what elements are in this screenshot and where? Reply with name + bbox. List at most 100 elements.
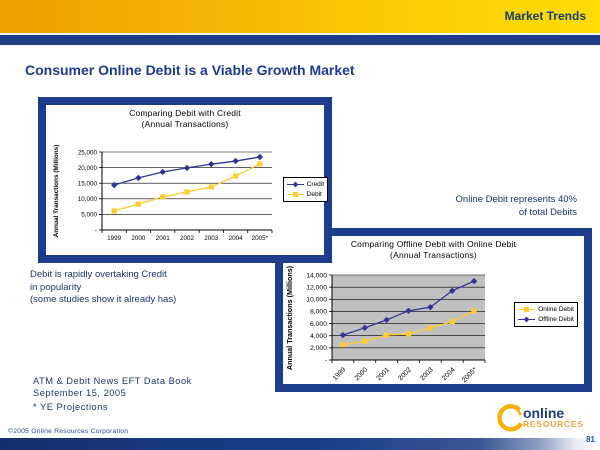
- y-tick-label: 2,000: [310, 345, 327, 352]
- footer-bar: [0, 438, 600, 450]
- square-marker-icon: [286, 191, 304, 198]
- chart-offline-vs-online-debit: - 2,000 4,000 6,000 8,000 10,000 12,000 14,000 1…: [275, 228, 592, 392]
- diamond-marker-icon: [518, 316, 536, 323]
- x-tick-label: 2003: [419, 366, 435, 382]
- logo-swirl-icon: [497, 404, 523, 432]
- x-tick-label: 2004: [441, 366, 457, 382]
- legend-label: Offline Debit: [538, 316, 574, 323]
- data-point-diamond: [232, 157, 239, 165]
- legend-entry: Credit: [286, 181, 324, 188]
- legend-entry: Online Debit: [518, 306, 574, 313]
- x-tick-label: 2000: [131, 235, 146, 242]
- y-tick-label: 15,000: [78, 181, 98, 188]
- x-tick-label: 1999: [107, 235, 122, 242]
- copyright-text: ©2005 Online Resources Corporation: [8, 428, 129, 435]
- data-point-diamond: [361, 324, 368, 332]
- page-number: 81: [586, 435, 595, 444]
- chart2-title: Comparing Offline Debit with Online Debi…: [350, 239, 517, 249]
- data-source-note: ATM & Debit News EFT Data Book September…: [33, 375, 192, 399]
- data-point-square: [111, 208, 117, 214]
- chart1-canvas: - 5,000 10,000 15,000 20,000 25,000 1999 2000 20…: [46, 105, 328, 255]
- ye-projections-footnote: * YE Projections: [33, 402, 109, 412]
- y-axis-title: Annual Transactions (Millions): [285, 265, 294, 370]
- y-tick-label: 20,000: [78, 165, 98, 172]
- data-point-diamond: [470, 277, 478, 285]
- data-point-diamond: [159, 168, 166, 176]
- y-tick-label: 6,000: [310, 321, 327, 328]
- data-point-diamond: [110, 181, 118, 189]
- data-point-square: [405, 331, 412, 337]
- chart2-canvas: - 2,000 4,000 6,000 8,000 10,000 12,000 14,000 1…: [283, 236, 584, 384]
- note-line: of total Debits: [518, 207, 577, 218]
- chart1-title: Comparing Debit with Credit: [129, 108, 241, 118]
- x-tick-label: 2004: [229, 235, 244, 242]
- y-tick-label: 8,000: [310, 309, 327, 316]
- data-point-square: [257, 161, 263, 167]
- data-point-diamond: [135, 174, 142, 182]
- x-tick-label: 2005*: [461, 366, 479, 384]
- data-point-square: [208, 184, 214, 190]
- y-tick-label: 12,000: [306, 284, 327, 291]
- logo-subtext: RESOURCES: [522, 419, 584, 429]
- header-bar: Market Trends: [0, 0, 600, 33]
- data-point-square: [471, 308, 477, 314]
- data-point-square: [184, 189, 190, 195]
- data-point-diamond: [449, 287, 456, 294]
- data-point-square: [135, 201, 142, 207]
- source-line: ATM & Debit News EFT Data Book: [33, 376, 192, 386]
- y-axis-title: Annual Transactions (Millions): [53, 145, 60, 238]
- legend-label: Credit: [306, 181, 324, 188]
- logo-text: online RESOURCES: [522, 405, 584, 429]
- legend-entry: Debit: [286, 191, 324, 198]
- note-line: Online Debit represents 40%: [455, 194, 577, 205]
- y-tick-label: -: [95, 227, 97, 234]
- x-tick-label: 1999: [332, 366, 348, 382]
- online-resources-logo: online RESOURCES: [491, 400, 584, 436]
- x-tick-label: 2001: [156, 235, 171, 242]
- chart1-subtitle: (Annual Transactions): [141, 119, 229, 129]
- legend-label: Online Debit: [538, 306, 574, 313]
- source-line: September 15, 2005: [33, 388, 127, 398]
- header-title: Market Trends: [504, 9, 586, 23]
- data-point-square: [449, 319, 455, 325]
- chart2-plot: - 2,000 4,000 6,000 8,000 10,000 12,000 14,000 1…: [285, 265, 486, 384]
- debit-overtaking-note: Debit is rapidly overtaking Credit in po…: [30, 269, 176, 307]
- data-point-square: [340, 342, 346, 348]
- x-tick-label: 2005*: [252, 235, 269, 242]
- y-tick-label: 14,000: [306, 272, 327, 279]
- data-point-diamond: [405, 307, 412, 315]
- chart1-legend: Credit Debit: [282, 177, 328, 202]
- chart1-plot: - 5,000 10,000 15,000 20,000 25,000 1999 2000 20…: [53, 145, 273, 242]
- chart2-legend: Online Debit Offline Debit: [514, 302, 578, 327]
- y-tick-label: 5,000: [81, 212, 97, 219]
- x-tick-label: 2000: [354, 366, 370, 382]
- legend-entry: Offline Debit: [518, 316, 574, 323]
- y-tick-label: -: [325, 357, 327, 364]
- slide-title: Consumer Online Debit is a Viable Growth…: [25, 62, 355, 78]
- diamond-marker-icon: [286, 181, 304, 188]
- data-point-square: [232, 173, 239, 179]
- chart2-subtitle: (Annual Transactions): [390, 250, 477, 260]
- data-point-diamond: [427, 303, 434, 311]
- data-point-square: [384, 332, 390, 338]
- header-divider-bar: [0, 35, 600, 45]
- logo-wordmark: online: [522, 405, 565, 421]
- chart-debit-vs-credit: - 5,000 10,000 15,000 20,000 25,000 1999 2000 20…: [38, 97, 332, 263]
- y-tick-label: 4,000: [310, 333, 327, 340]
- data-point-square: [362, 338, 368, 344]
- y-tick-label: 10,000: [306, 297, 327, 304]
- legend-label: Debit: [306, 191, 322, 198]
- data-point-diamond: [339, 331, 347, 339]
- note-line: (some studies show it already has): [30, 294, 177, 305]
- data-point-square: [160, 194, 166, 200]
- x-tick-label: 2002: [397, 366, 413, 382]
- data-point-diamond: [183, 164, 191, 172]
- y-tick-label: 10,000: [78, 196, 98, 203]
- data-point-diamond: [383, 316, 390, 324]
- data-point-square: [427, 325, 433, 331]
- x-tick-label: 2001: [375, 366, 391, 382]
- square-marker-icon: [518, 306, 536, 313]
- online-debit-share-note: Online Debit represents 40% of total Deb…: [456, 193, 577, 219]
- note-line: in popularity: [30, 281, 82, 293]
